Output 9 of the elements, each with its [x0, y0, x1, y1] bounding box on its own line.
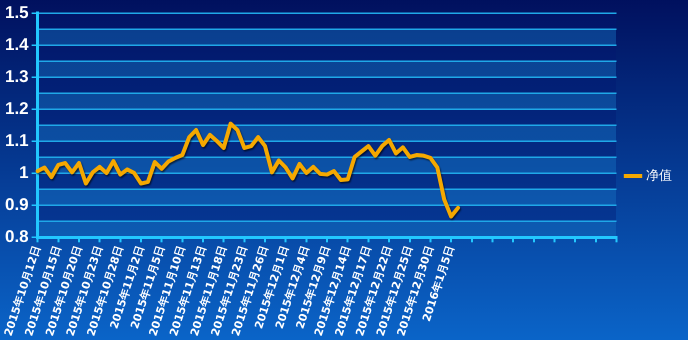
- y-tick-label: 1.4: [4, 34, 30, 54]
- y-tick-label: 1.5: [4, 2, 29, 22]
- y-tick-label: 0.9: [4, 194, 29, 214]
- y-tick-label: 1.1: [4, 130, 29, 150]
- y-tick-label: 1.2: [4, 98, 29, 118]
- y-tick-label: 1.3: [4, 66, 29, 86]
- legend-label: 净值: [646, 168, 672, 184]
- y-tick-label: 0.8: [4, 226, 29, 246]
- y-tick-label: 1: [19, 162, 29, 182]
